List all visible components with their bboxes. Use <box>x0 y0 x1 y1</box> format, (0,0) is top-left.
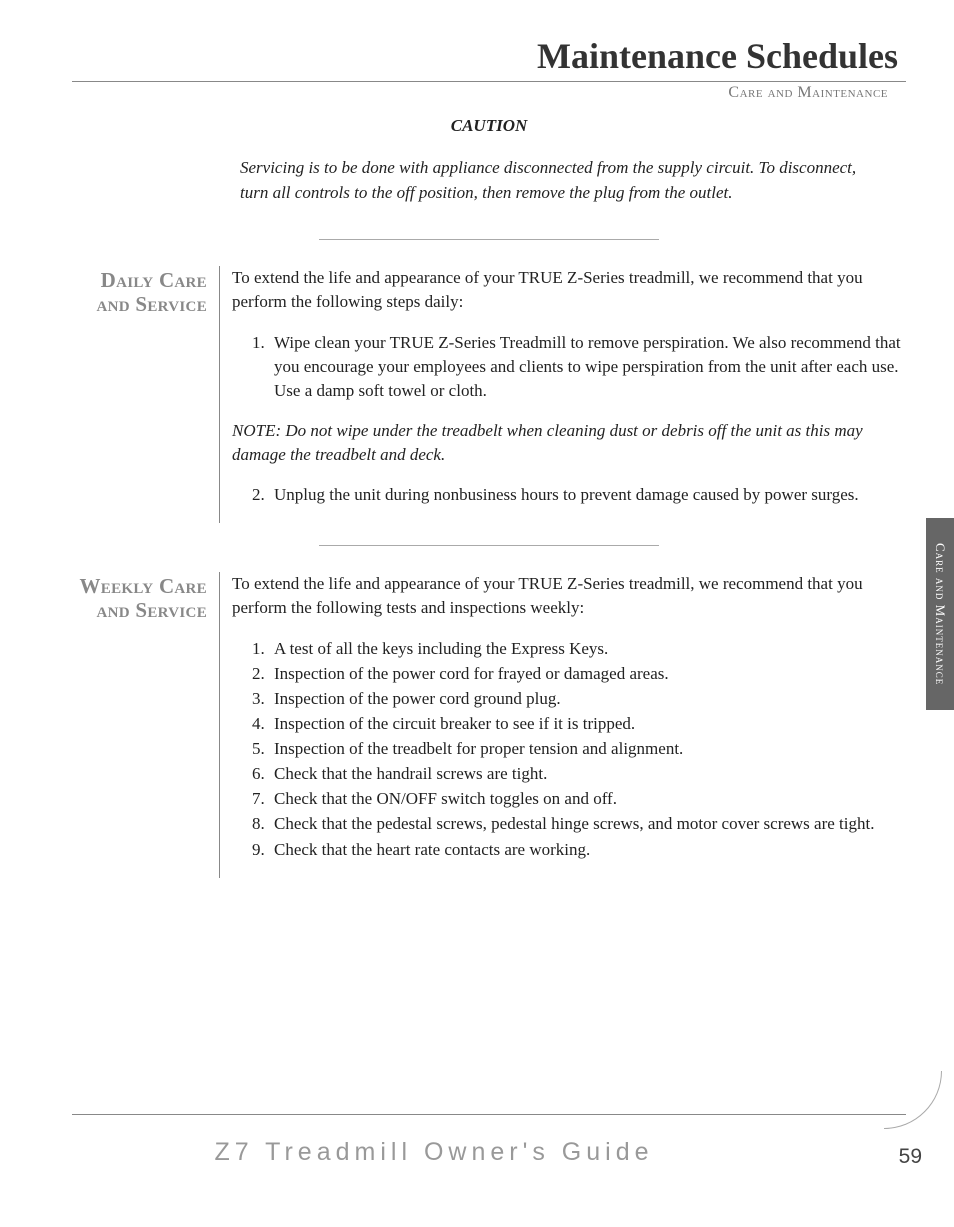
weekly-item-num: 8. <box>252 812 265 836</box>
weekly-item-text: Inspection of the circuit breaker to see… <box>274 714 635 733</box>
daily-note: NOTE: Do not wipe under the treadbelt wh… <box>232 419 906 467</box>
weekly-item-num: 4. <box>252 712 265 736</box>
divider-mid <box>319 545 659 546</box>
weekly-item-text: Check that the pedestal screws, pedestal… <box>274 814 874 833</box>
header-subtitle: Care and Maintenance <box>72 84 888 102</box>
weekly-item: 4. Inspection of the circuit breaker to s… <box>252 712 906 736</box>
daily-item-1: 1. Wipe clean your TRUE Z-Series Treadmi… <box>252 331 906 403</box>
weekly-label-line2: and Service <box>96 598 207 622</box>
footer-rule <box>72 1114 906 1115</box>
weekly-item: 8. Check that the pedestal screws, pedest… <box>252 812 906 836</box>
weekly-item-text: A test of all the keys including the Exp… <box>274 639 608 658</box>
weekly-item: 7. Check that the ON/OFF switch toggles o… <box>252 787 906 811</box>
divider-top <box>319 239 659 240</box>
weekly-section: Weekly Care and Service To extend the li… <box>72 572 906 877</box>
weekly-item-num: 3. <box>252 687 265 711</box>
daily-item-2: 2. Unplug the unit during nonbusiness ho… <box>252 483 906 507</box>
weekly-list: 1. A test of all the keys including the E… <box>232 637 906 862</box>
weekly-label: Weekly Care and Service <box>72 572 220 877</box>
side-tab: Care and Maintenance <box>926 518 954 710</box>
corner-curve <box>884 1071 942 1129</box>
weekly-item-num: 6. <box>252 762 265 786</box>
weekly-item-num: 9. <box>252 838 265 862</box>
daily-item-1-text: Wipe clean your TRUE Z-Series Treadmill … <box>274 333 901 400</box>
weekly-item-num: 5. <box>252 737 265 761</box>
daily-item-2-num: 2. <box>252 483 265 507</box>
weekly-item-text: Inspection of the power cord for frayed … <box>274 664 669 683</box>
daily-item-2-text: Unplug the unit during nonbusiness hours… <box>274 485 859 504</box>
daily-label-line1: Daily Care <box>101 268 207 292</box>
weekly-item-num: 2. <box>252 662 265 686</box>
weekly-item-text: Check that the handrail screws are tight… <box>274 764 547 783</box>
weekly-item-text: Inspection of the treadbelt for proper t… <box>274 739 683 758</box>
daily-label-line2: and Service <box>96 292 207 316</box>
footer-title: Z7 Treadmill Owner's Guide <box>0 1138 868 1167</box>
weekly-item-num: 1. <box>252 637 265 661</box>
weekly-body: To extend the life and appearance of you… <box>220 572 906 877</box>
header-rule <box>72 81 906 82</box>
weekly-item: 2. Inspection of the power cord for fraye… <box>252 662 906 686</box>
weekly-item: 5. Inspection of the treadbelt for proper… <box>252 737 906 761</box>
weekly-item-text: Inspection of the power cord ground plug… <box>274 689 561 708</box>
weekly-intro: To extend the life and appearance of you… <box>232 572 906 620</box>
page-number: 59 <box>899 1145 922 1169</box>
weekly-label-line1: Weekly Care <box>79 574 207 598</box>
weekly-item-text: Check that the heart rate contacts are w… <box>274 840 590 859</box>
weekly-item: 6. Check that the handrail screws are tig… <box>252 762 906 786</box>
daily-label: Daily Care and Service <box>72 266 220 523</box>
caution-body: Servicing is to be done with appliance d… <box>240 156 876 205</box>
page-title: Maintenance Schedules <box>72 35 898 77</box>
daily-section: Daily Care and Service To extend the lif… <box>72 266 906 523</box>
weekly-item: 1. A test of all the keys including the E… <box>252 637 906 661</box>
weekly-item-text: Check that the ON/OFF switch toggles on … <box>274 789 617 808</box>
daily-item-1-num: 1. <box>252 331 265 355</box>
caution-heading: CAUTION <box>72 116 906 136</box>
weekly-item: 3. Inspection of the power cord ground pl… <box>252 687 906 711</box>
daily-body: To extend the life and appearance of you… <box>220 266 906 523</box>
daily-list-1: 1. Wipe clean your TRUE Z-Series Treadmi… <box>232 331 906 403</box>
daily-intro: To extend the life and appearance of you… <box>232 266 906 314</box>
weekly-item: 9. Check that the heart rate contacts are… <box>252 838 906 862</box>
daily-list-2: 2. Unplug the unit during nonbusiness ho… <box>232 483 906 507</box>
weekly-item-num: 7. <box>252 787 265 811</box>
